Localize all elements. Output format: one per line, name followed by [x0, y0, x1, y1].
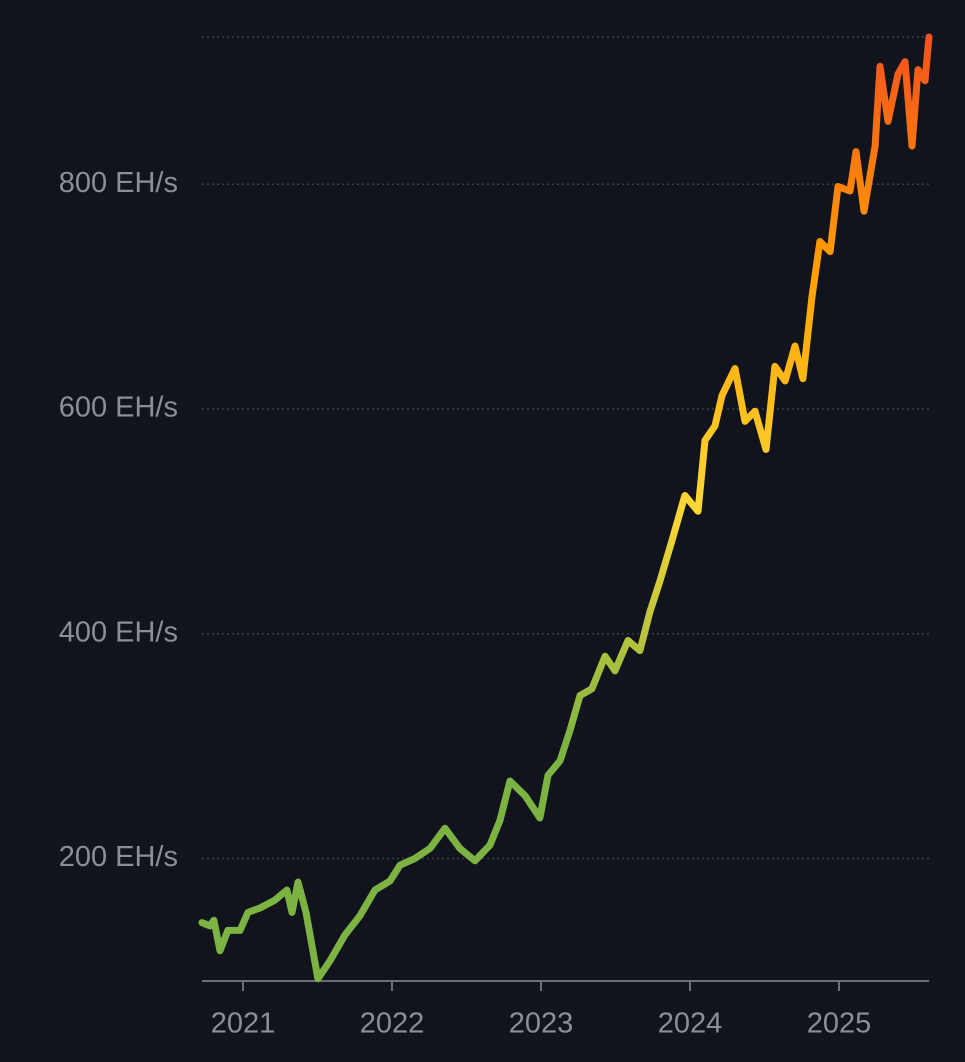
y-tick-label: 200 EH/s	[59, 841, 178, 873]
y-tick-label: 800 EH/s	[59, 167, 178, 199]
y-tick-label: 600 EH/s	[59, 392, 178, 424]
x-tick-label: 2025	[807, 1008, 872, 1040]
x-tick-label: 2023	[509, 1008, 574, 1040]
x-tick-label: 2021	[211, 1008, 276, 1040]
x-tick-label: 2022	[360, 1008, 425, 1040]
x-tick-label: 2024	[658, 1008, 723, 1040]
y-tick-label: 400 EH/s	[59, 616, 178, 648]
line	[198, 33, 933, 983]
